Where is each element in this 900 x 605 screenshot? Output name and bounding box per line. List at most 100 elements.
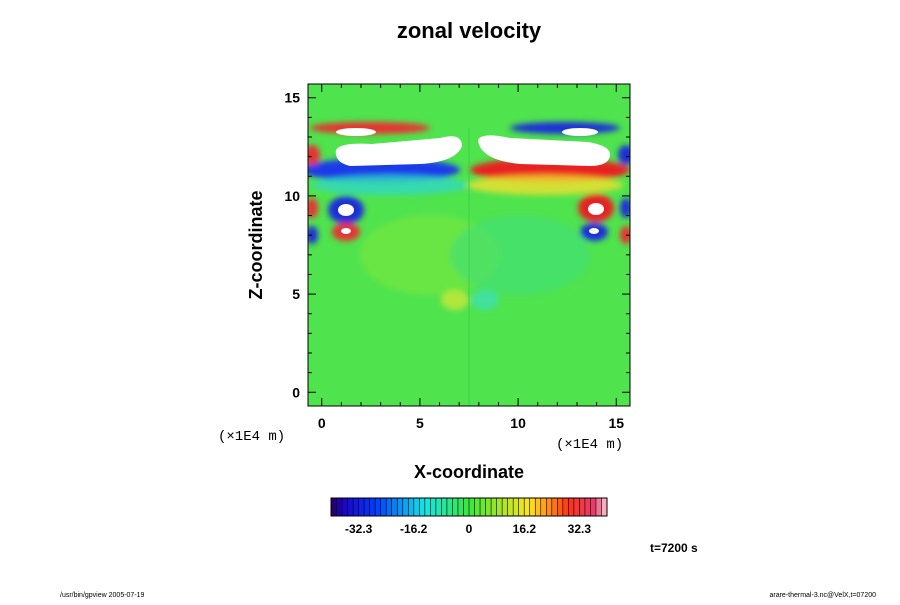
colorbar-segment	[424, 498, 431, 516]
colorbar-segment	[579, 498, 586, 516]
colorbar-frame	[330, 497, 608, 517]
left-edge-red	[308, 145, 320, 165]
colorbar-segment	[546, 498, 553, 516]
colorbar-segment	[380, 498, 387, 516]
chart-title: zonal velocity	[397, 18, 542, 43]
x-tick-label: 5	[416, 415, 424, 431]
x-unit-right: (×1E4 m)	[556, 437, 623, 453]
colorbar-segment	[496, 498, 503, 516]
right-edge-blue-2	[620, 198, 630, 218]
colorbar-segment	[435, 498, 442, 516]
right-white-small	[589, 228, 599, 234]
y-tick-label: 5	[292, 286, 300, 302]
colorbar-ticks: -32.3 -16.2 0 16.2 32.3	[345, 522, 591, 536]
x-tick-label: 0	[318, 415, 326, 431]
plot-frame	[307, 83, 631, 407]
x-axis-ticks: 0 5 10 15	[318, 84, 624, 431]
right-white-top	[562, 128, 598, 136]
colorbar-segment	[601, 498, 608, 516]
colorbar-segment	[353, 498, 359, 516]
colorbar-segment	[568, 498, 575, 516]
right-edge-red	[620, 226, 630, 244]
right-white-vortex	[588, 203, 604, 215]
colorbar-tick-label: 32.3	[568, 522, 592, 536]
y-axis-ticks: 0 5 10 15	[284, 90, 630, 400]
y-tick-label: 10	[284, 188, 300, 204]
right-white-jet	[478, 135, 611, 166]
colorbar-segment	[457, 498, 464, 516]
left-white-jet	[335, 136, 462, 166]
colorbar-segment	[518, 498, 525, 516]
y-axis-label: Z-coordinate	[246, 190, 266, 299]
colorbar-segment	[358, 498, 365, 516]
colorbar-segment	[452, 498, 459, 516]
footer-right: arare-thermal-3.nc@VelX,t=07200	[769, 592, 876, 599]
colorbar-segment	[386, 498, 393, 516]
colorbar	[330, 497, 608, 517]
colorbar-segment	[347, 498, 354, 516]
colorbar-tick-label: -32.3	[345, 522, 373, 536]
left-white-vortex	[338, 204, 354, 216]
colorbar-segment	[562, 498, 569, 516]
right-edge-blue	[618, 145, 630, 165]
colorbar-tick-label: -16.2	[400, 522, 428, 536]
colorbar-segment	[430, 498, 437, 516]
colorbar-segment	[364, 498, 370, 516]
colorbar-segment	[595, 498, 602, 516]
colorbar-segment	[469, 498, 475, 516]
colorbar-segment	[336, 498, 343, 516]
colorbar-segment	[540, 498, 547, 516]
center-yellow	[441, 290, 469, 310]
y-tick-label: 15	[284, 90, 300, 106]
colorbar-segment	[369, 498, 376, 516]
colorbar-segment	[413, 498, 420, 516]
colorbar-segment	[491, 498, 497, 516]
left-white-top	[336, 128, 376, 136]
colorbar-segment	[463, 498, 470, 516]
colorbar-segment	[441, 498, 448, 516]
colorbar-segment	[342, 498, 348, 516]
left-white-small	[341, 228, 351, 234]
colorbar-segment	[331, 498, 337, 516]
left-cyan-halo	[312, 175, 468, 195]
x-unit-left: (×1E4 m)	[218, 429, 285, 445]
colorbar-segment	[419, 498, 426, 516]
right-lower-light	[450, 215, 590, 295]
colorbar-tick-label: 16.2	[513, 522, 537, 536]
colorbar-tick-label: 0	[466, 522, 473, 536]
colorbar-segment	[485, 498, 492, 516]
colorbar-segment	[375, 498, 381, 516]
right-yellow-halo	[467, 175, 623, 195]
velocity-patterns	[308, 122, 630, 310]
colorbar-segment	[474, 498, 481, 516]
colorbar-segment	[446, 498, 453, 516]
colorbar-segment	[551, 498, 558, 516]
x-tick-label: 10	[510, 415, 526, 431]
colorbar-segment	[480, 498, 486, 516]
footer-left: /usr/bin/gpview 2005-07-19	[60, 592, 145, 599]
colorbar-segment	[513, 498, 519, 516]
center-cyan	[471, 290, 499, 310]
colorbar-segment	[391, 498, 398, 516]
colorbar-segment	[584, 498, 591, 516]
time-label: t=7200 s	[650, 541, 698, 555]
y-tick-label: 0	[292, 384, 300, 400]
left-edge-blue	[308, 226, 318, 244]
colorbar-segment	[402, 498, 409, 516]
colorbar-segment	[507, 498, 514, 516]
colorbar-segment	[529, 498, 536, 516]
colorbar-segment	[590, 498, 597, 516]
colorbar-segment	[557, 498, 564, 516]
colorbar-segment	[535, 498, 542, 516]
left-edge-red-2	[308, 198, 318, 218]
heatmap-field	[308, 84, 630, 406]
colorbar-segment	[397, 498, 404, 516]
x-axis-label: X-coordinate	[414, 462, 524, 482]
x-tick-label: 15	[608, 415, 624, 431]
colorbar-segment	[502, 498, 508, 516]
colorbar-segment	[573, 498, 580, 516]
colorbar-segment	[408, 498, 415, 516]
colorbar-segment	[524, 498, 531, 516]
